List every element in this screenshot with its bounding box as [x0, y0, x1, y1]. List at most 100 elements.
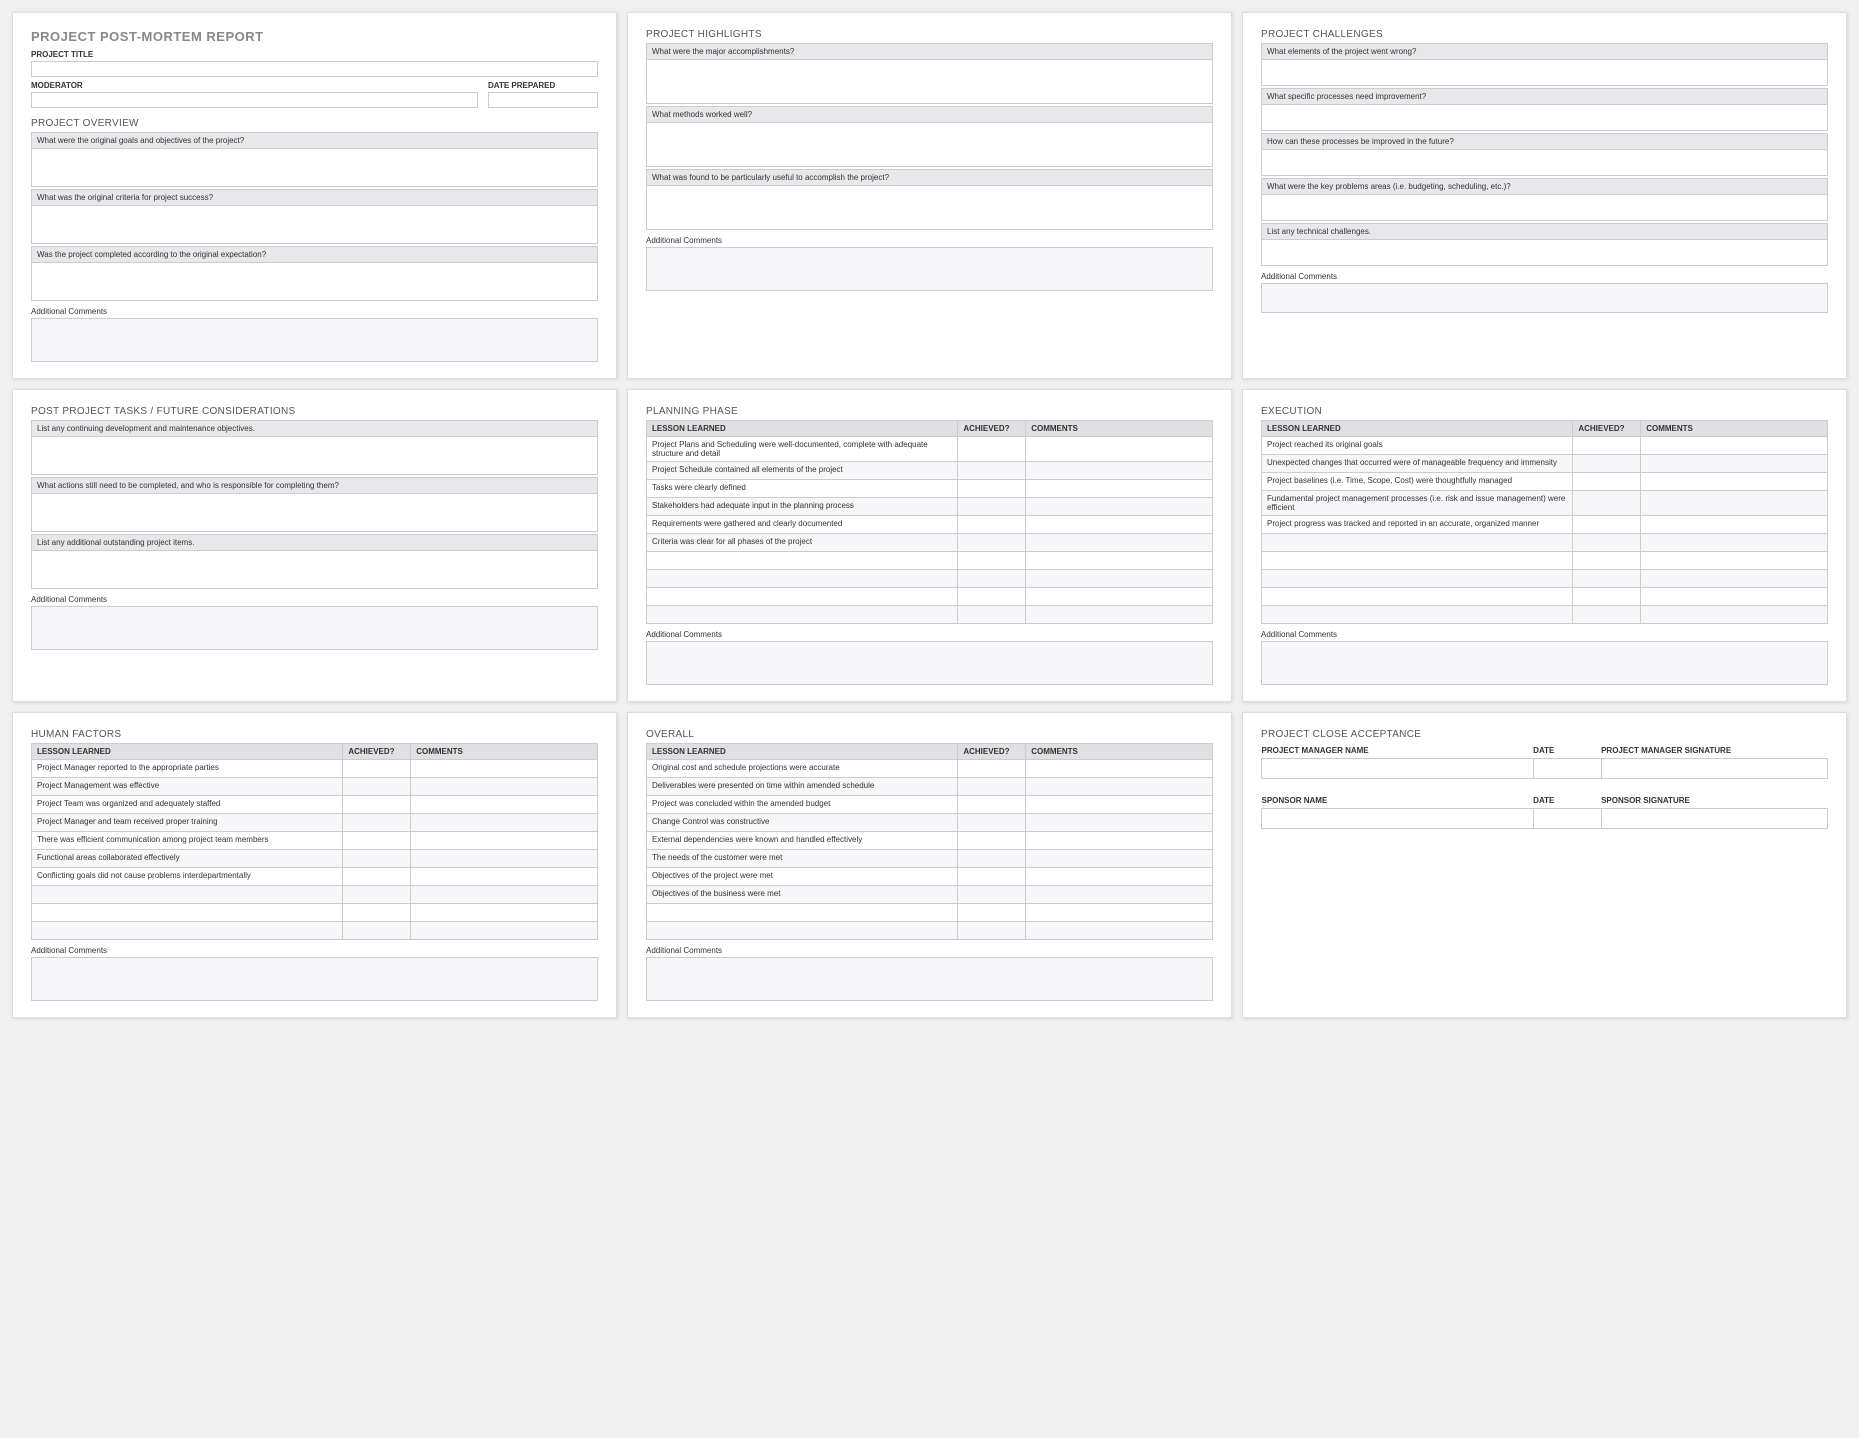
- achieved-cell[interactable]: [958, 462, 1026, 480]
- achieved-cell[interactable]: [1573, 516, 1641, 534]
- comments-cell[interactable]: [411, 904, 598, 922]
- comments-cell[interactable]: [1641, 455, 1828, 473]
- comments-cell[interactable]: [1026, 480, 1213, 498]
- q-body[interactable]: [31, 206, 598, 244]
- comments-cell[interactable]: [1026, 534, 1213, 552]
- achieved-cell[interactable]: [1573, 588, 1641, 606]
- q-body[interactable]: [1261, 105, 1828, 131]
- comments-box[interactable]: [1261, 641, 1828, 685]
- achieved-cell[interactable]: [958, 606, 1026, 624]
- q-body[interactable]: [31, 494, 598, 532]
- achieved-cell[interactable]: [958, 480, 1026, 498]
- comments-cell[interactable]: [1026, 437, 1213, 462]
- achieved-cell[interactable]: [343, 922, 411, 940]
- achieved-cell[interactable]: [343, 850, 411, 868]
- comments-box[interactable]: [1261, 283, 1828, 313]
- achieved-cell[interactable]: [343, 778, 411, 796]
- project-title-input[interactable]: [31, 61, 598, 77]
- achieved-cell[interactable]: [1573, 491, 1641, 516]
- achieved-cell[interactable]: [343, 868, 411, 886]
- comments-cell[interactable]: [1641, 606, 1828, 624]
- achieved-cell[interactable]: [958, 778, 1026, 796]
- achieved-cell[interactable]: [1573, 473, 1641, 491]
- comments-cell[interactable]: [1026, 498, 1213, 516]
- achieved-cell[interactable]: [343, 832, 411, 850]
- comments-cell[interactable]: [1026, 904, 1213, 922]
- achieved-cell[interactable]: [958, 796, 1026, 814]
- achieved-cell[interactable]: [343, 796, 411, 814]
- comments-cell[interactable]: [1026, 886, 1213, 904]
- achieved-cell[interactable]: [1573, 570, 1641, 588]
- achieved-cell[interactable]: [958, 437, 1026, 462]
- pm-name-input[interactable]: [1262, 759, 1534, 779]
- comments-cell[interactable]: [1641, 570, 1828, 588]
- comments-cell[interactable]: [411, 832, 598, 850]
- achieved-cell[interactable]: [958, 552, 1026, 570]
- q-body[interactable]: [1261, 195, 1828, 221]
- comments-cell[interactable]: [1026, 606, 1213, 624]
- achieved-cell[interactable]: [343, 814, 411, 832]
- sponsor-name-input[interactable]: [1262, 809, 1534, 829]
- comments-cell[interactable]: [1026, 814, 1213, 832]
- q-body[interactable]: [31, 149, 598, 187]
- comments-cell[interactable]: [1026, 850, 1213, 868]
- comments-box[interactable]: [31, 957, 598, 1001]
- achieved-cell[interactable]: [958, 516, 1026, 534]
- achieved-cell[interactable]: [958, 570, 1026, 588]
- achieved-cell[interactable]: [958, 588, 1026, 606]
- q-body[interactable]: [31, 437, 598, 475]
- comments-cell[interactable]: [1026, 462, 1213, 480]
- achieved-cell[interactable]: [958, 760, 1026, 778]
- comments-box[interactable]: [31, 606, 598, 650]
- comments-cell[interactable]: [411, 778, 598, 796]
- comments-cell[interactable]: [1026, 760, 1213, 778]
- comments-cell[interactable]: [1026, 922, 1213, 940]
- comments-cell[interactable]: [1641, 491, 1828, 516]
- achieved-cell[interactable]: [343, 760, 411, 778]
- achieved-cell[interactable]: [958, 814, 1026, 832]
- comments-box[interactable]: [646, 957, 1213, 1001]
- achieved-cell[interactable]: [1573, 534, 1641, 552]
- comments-cell[interactable]: [1026, 570, 1213, 588]
- comments-cell[interactable]: [1641, 534, 1828, 552]
- comments-cell[interactable]: [1641, 516, 1828, 534]
- q-body[interactable]: [1261, 240, 1828, 266]
- date-prepared-input[interactable]: [488, 92, 598, 108]
- q-body[interactable]: [31, 263, 598, 301]
- sponsor-date-input[interactable]: [1533, 809, 1601, 829]
- comments-cell[interactable]: [1026, 588, 1213, 606]
- achieved-cell[interactable]: [958, 832, 1026, 850]
- q-body[interactable]: [646, 60, 1213, 104]
- comments-box[interactable]: [31, 318, 598, 362]
- q-body[interactable]: [646, 186, 1213, 230]
- achieved-cell[interactable]: [958, 534, 1026, 552]
- achieved-cell[interactable]: [1573, 437, 1641, 455]
- comments-cell[interactable]: [411, 814, 598, 832]
- comments-cell[interactable]: [1641, 437, 1828, 455]
- comments-cell[interactable]: [411, 796, 598, 814]
- achieved-cell[interactable]: [958, 868, 1026, 886]
- achieved-cell[interactable]: [343, 904, 411, 922]
- comments-cell[interactable]: [411, 886, 598, 904]
- achieved-cell[interactable]: [958, 498, 1026, 516]
- achieved-cell[interactable]: [958, 850, 1026, 868]
- achieved-cell[interactable]: [343, 886, 411, 904]
- comments-box[interactable]: [646, 247, 1213, 291]
- comments-box[interactable]: [646, 641, 1213, 685]
- achieved-cell[interactable]: [958, 886, 1026, 904]
- achieved-cell[interactable]: [1573, 552, 1641, 570]
- comments-cell[interactable]: [1026, 868, 1213, 886]
- pm-sig-input[interactable]: [1601, 759, 1827, 779]
- q-body[interactable]: [1261, 60, 1828, 86]
- achieved-cell[interactable]: [1573, 455, 1641, 473]
- comments-cell[interactable]: [1026, 778, 1213, 796]
- comments-cell[interactable]: [411, 922, 598, 940]
- q-body[interactable]: [31, 551, 598, 589]
- pm-date-input[interactable]: [1533, 759, 1601, 779]
- comments-cell[interactable]: [1641, 473, 1828, 491]
- comments-cell[interactable]: [1026, 796, 1213, 814]
- sponsor-sig-input[interactable]: [1601, 809, 1827, 829]
- q-body[interactable]: [1261, 150, 1828, 176]
- comments-cell[interactable]: [1026, 552, 1213, 570]
- comments-cell[interactable]: [1641, 588, 1828, 606]
